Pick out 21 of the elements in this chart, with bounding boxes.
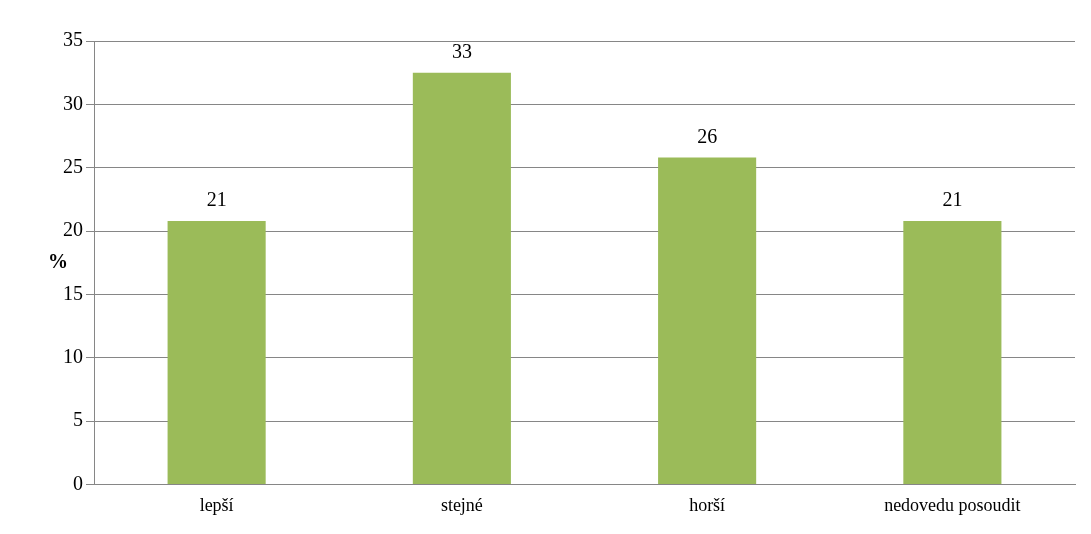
data-label: 26 xyxy=(697,124,718,147)
y-axis-title: % xyxy=(48,249,68,272)
y-tick-label: 20 xyxy=(63,218,83,241)
bar xyxy=(658,157,757,484)
y-tick-label: 5 xyxy=(73,408,83,431)
bar xyxy=(903,220,1002,484)
y-tick-label: 15 xyxy=(63,281,83,304)
data-label: 33 xyxy=(451,39,472,62)
y-tick-label: 35 xyxy=(63,28,83,51)
bar xyxy=(167,220,266,484)
x-tick-label: horší xyxy=(689,494,726,515)
x-tick-label: nedovedu posoudit xyxy=(884,494,1021,515)
data-label: 21 xyxy=(206,188,227,211)
y-tick-label: 25 xyxy=(63,154,83,177)
x-tick-label: lepší xyxy=(199,494,234,515)
y-tick-label: 10 xyxy=(63,344,83,367)
data-label: 21 xyxy=(942,188,963,211)
y-tick-label: 0 xyxy=(73,471,83,494)
y-tick-label: 30 xyxy=(63,91,83,114)
bar xyxy=(412,72,511,484)
x-tick-label: stejné xyxy=(440,494,483,515)
